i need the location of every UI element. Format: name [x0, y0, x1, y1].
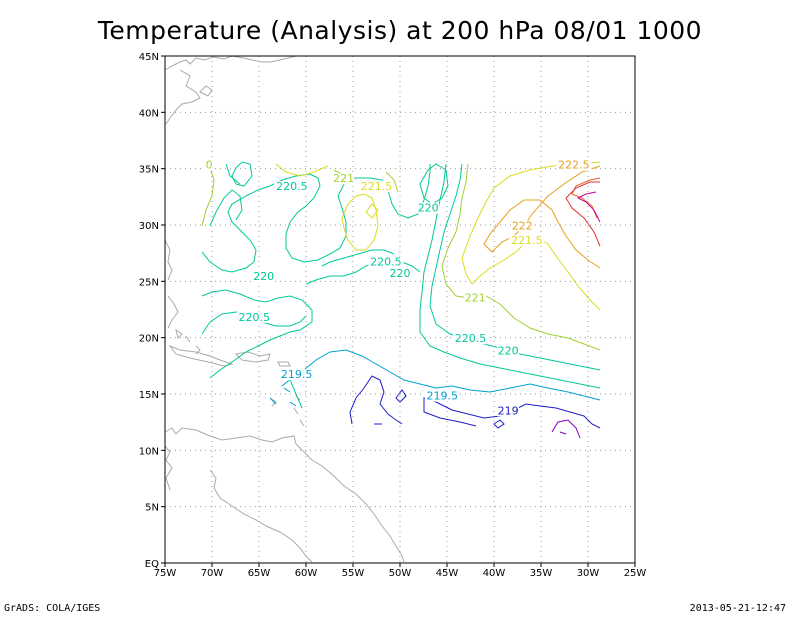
lat-tick-label: 5N [145, 503, 159, 514]
contour-label: 221 [465, 292, 486, 305]
lat-tick-label: 25N [139, 277, 159, 288]
lon-tick-label: 70W [201, 568, 224, 579]
contour-label: 0 [206, 159, 213, 172]
contour-label-bg [359, 181, 394, 193]
contour-219.5 [281, 349, 601, 401]
contour-label: 222.5 [558, 159, 590, 172]
contour-222 [483, 165, 601, 269]
contour-label: 220.5 [276, 180, 308, 193]
lat-tick-label: 35N [139, 165, 159, 176]
coastlines [164, 55, 405, 563]
lon-tick-label: 35W [530, 568, 553, 579]
contour-220 [419, 163, 601, 389]
lat-tick-label: 20N [139, 334, 159, 345]
lat-tick-label: 15N [139, 390, 159, 401]
contour-label: 219 [498, 404, 519, 417]
contour-label-bg [332, 173, 355, 185]
contour-label: 220 [498, 345, 519, 358]
contour-label: 219.5 [281, 368, 313, 381]
contour-221 [441, 163, 601, 351]
contour-label: 220.5 [370, 256, 402, 269]
contour-221.5 [461, 161, 601, 311]
contour-label-bg [417, 202, 440, 214]
lon-tick-label: 40W [483, 568, 506, 579]
contour-label: 222 [512, 220, 533, 233]
contour-label: 220 [253, 270, 274, 283]
contour-label-bg [511, 220, 534, 232]
contour-label-bg [556, 159, 592, 171]
contour-label-bg [279, 369, 315, 381]
lat-tick-label: EQ [145, 559, 159, 570]
lon-tick-label: 45W [436, 568, 459, 579]
contour-label-bg [274, 181, 310, 193]
lat-tick-label: 10N [139, 446, 159, 457]
contour-label: 220.5 [239, 311, 271, 324]
contour-label: 219.5 [427, 390, 459, 403]
contour-label-bg [464, 292, 487, 304]
map-title: Temperature (Analysis) at 200 hPa 08/01 … [97, 16, 703, 45]
contour-label-bg [509, 235, 545, 247]
coastline-north-america [164, 55, 297, 125]
lon-tick-label: 50W [389, 568, 412, 579]
coastline-caribbean [168, 344, 234, 367]
contour-label: 221 [333, 172, 354, 185]
contour-label: 220 [390, 267, 411, 280]
lon-tick-label: 30W [577, 568, 600, 579]
coastline-south-america [164, 427, 405, 563]
lat-tick-label: 40N [139, 108, 159, 119]
contour-label-bg [236, 311, 272, 323]
lon-tick-label: 55W [342, 568, 365, 579]
contour-label: 221.5 [511, 234, 543, 247]
gridlines [165, 56, 635, 563]
contour-label: 220.5 [455, 332, 487, 345]
contour-label-bg [453, 333, 488, 345]
contour-219 [349, 375, 601, 429]
contour-label: 220 [418, 201, 439, 214]
contour-label: 221.5 [361, 180, 393, 193]
lon-tick-label: 25W [624, 568, 647, 579]
footer-credit: GrADS: COLA/IGES [4, 603, 101, 614]
contour-label-bg [204, 159, 214, 171]
axis-ticks: 75W 70W 65W 60W 55W 50W 45W 40W 35W 30W 25W EQ 5N 10N… [139, 52, 647, 579]
lon-tick-label: 75W [154, 568, 177, 579]
contour-label-bg [252, 271, 275, 283]
contour-label-bg [497, 405, 519, 417]
lat-tick-label: 30N [139, 221, 159, 232]
footer-timestamp: 2013-05-21-12:47 [689, 603, 786, 614]
contour-220.5 [429, 163, 601, 371]
contours [201, 161, 601, 439]
contour-label-bg [497, 345, 519, 357]
lat-tick-label: 45N [139, 52, 159, 63]
contour-222.5 [571, 177, 601, 219]
contour-labels: 222.5222221.5221220.5220219.5219219.5220… [204, 159, 592, 417]
contour-label-bg [424, 390, 460, 402]
lon-tick-label: 60W [295, 568, 318, 579]
contour-label-bg [389, 267, 411, 279]
lon-tick-label: 65W [248, 568, 271, 579]
contour-label-bg [368, 256, 404, 268]
